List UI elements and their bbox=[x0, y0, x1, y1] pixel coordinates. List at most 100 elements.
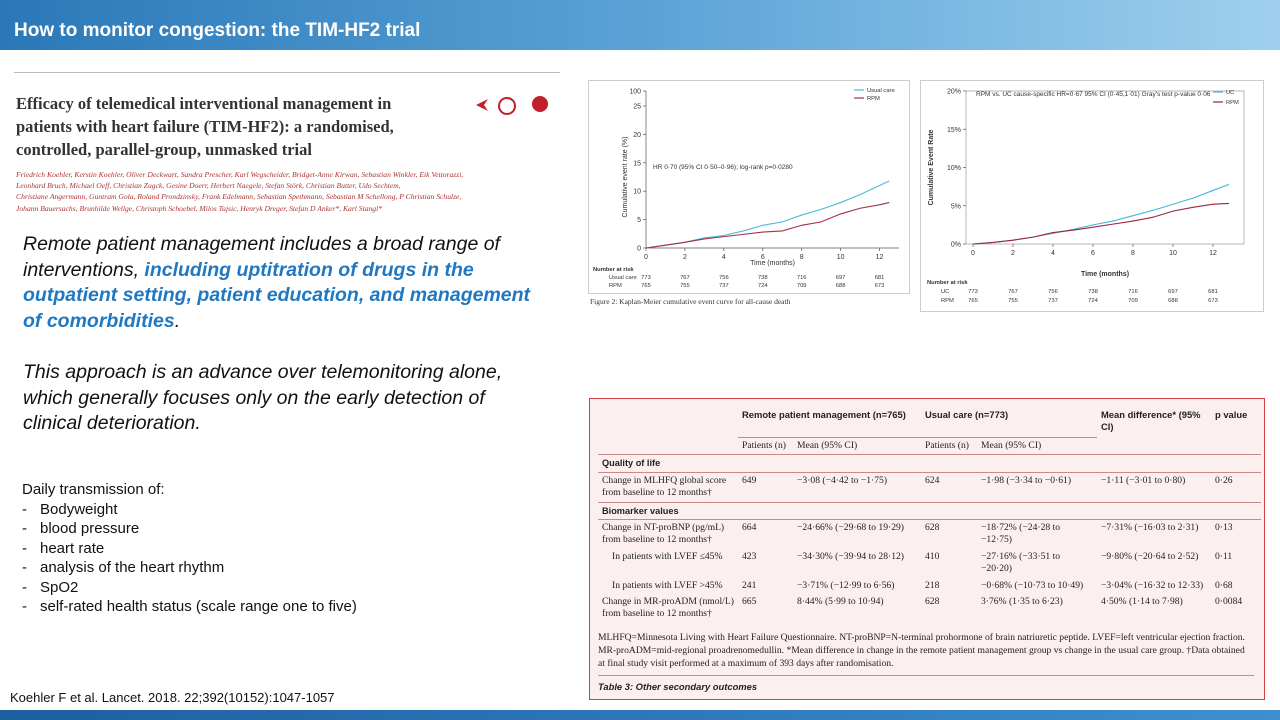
risk-value: 773 bbox=[968, 289, 978, 295]
cell: 0·68 bbox=[1215, 579, 1233, 591]
cell: 0·11 bbox=[1215, 550, 1233, 562]
row-label: Change in MLHFQ global score from baseli… bbox=[598, 471, 738, 503]
cell: 218 bbox=[925, 579, 940, 591]
cell: 423 bbox=[742, 550, 757, 562]
subheader: Patients (n) bbox=[738, 436, 793, 455]
legend-label: RPM bbox=[867, 96, 880, 102]
y-tick-label: 10 bbox=[633, 189, 641, 196]
results-table: Remote patient management (n=765) Usual c… bbox=[589, 398, 1265, 700]
risk-value: 673 bbox=[875, 283, 885, 289]
cell: −0·68% (−10·73 to 10·49) bbox=[981, 579, 1084, 591]
km-chart: 0% 5% 10% 15% 20% 0 2 4 6 8 10 12 Time (months) Cumul… bbox=[920, 80, 1264, 312]
logo-icon bbox=[498, 97, 516, 115]
risk-value: 709 bbox=[1128, 298, 1138, 304]
data-row: In patients with LVEF ≤45% 423 −34·30% (−3… bbox=[598, 549, 1261, 578]
table-footnote: MLHFQ=Minnesota Living with Heart Failur… bbox=[598, 632, 1245, 669]
list-title: Daily transmission of: bbox=[22, 481, 165, 498]
cell: −3·08 (−4·42 to −1·75) bbox=[793, 471, 921, 503]
highlight-text: including uptitration of drugs in the ou… bbox=[23, 258, 531, 332]
x-tick-label: 10 bbox=[1169, 250, 1177, 257]
cell: 4·50% (1·14 to 7·98) bbox=[1101, 596, 1183, 608]
risk-value: 767 bbox=[680, 275, 690, 281]
paragraph: This approach is an advance over telemon… bbox=[23, 361, 503, 434]
x-tick-label: 2 bbox=[683, 254, 687, 261]
x-tick-label: 4 bbox=[1051, 250, 1055, 257]
list-item: SpO2 bbox=[22, 578, 357, 598]
risk-value: 716 bbox=[797, 275, 807, 281]
x-tick-label: 4 bbox=[722, 254, 726, 261]
figure-caption: Figure 2: Kaplan-Meier cumulative event … bbox=[590, 297, 791, 306]
km-curve bbox=[972, 183, 1230, 245]
y-tick-label: 20% bbox=[947, 89, 961, 96]
x-tick-label: 6 bbox=[761, 254, 765, 261]
paper-title-line: patients with heart failure (TIM-HF2): a… bbox=[16, 117, 394, 136]
risk-value: 773 bbox=[641, 275, 651, 281]
list-item: Bodyweight bbox=[22, 500, 357, 520]
cell: −27·16% (−33·51 to −20·20) bbox=[981, 550, 1061, 575]
cell: 0·26 bbox=[1211, 471, 1261, 503]
subheader: Mean (95% CI) bbox=[977, 436, 1097, 455]
paper-header: Efficacy of telemedical interventional m… bbox=[14, 72, 560, 233]
x-tick-label: 2 bbox=[1011, 250, 1015, 257]
cell: −3·71% (−12·99 to 6·56) bbox=[797, 579, 895, 591]
annotation: RPM vs. UC cause-specific HR=0·67 95% CI… bbox=[976, 91, 1211, 98]
risk-value: 709 bbox=[797, 283, 807, 289]
y-tick-label: 25 bbox=[633, 104, 641, 111]
section-row: Quality of life bbox=[598, 454, 1261, 473]
author-line: Friedrich Koehler, Kerstin Koehler, Oliv… bbox=[16, 170, 464, 179]
data-row: In patients with LVEF >45% 241 −3·71% (−12… bbox=[598, 578, 1261, 594]
risk-title: Number at risk bbox=[927, 280, 968, 286]
risk-value: 765 bbox=[968, 298, 978, 304]
list: Bodyweightblood pressureheart rateanalys… bbox=[22, 500, 357, 617]
y-axis-label: Cumulative event rate (%) bbox=[622, 137, 629, 218]
x-tick-label: 6 bbox=[1091, 250, 1095, 257]
risk-value: 738 bbox=[758, 275, 768, 281]
divider bbox=[598, 675, 1254, 676]
risk-label: Usual care bbox=[609, 275, 637, 281]
risk-value: 724 bbox=[758, 283, 768, 289]
y-tick-label: 15% bbox=[947, 127, 961, 134]
citation: Koehler F et al. Lancet. 2018. 22;392(10… bbox=[10, 690, 335, 705]
data-row: Change in MR-proADM (nmol/L) from baseli… bbox=[598, 594, 1261, 623]
cell: −24·66% (−29·68 to 19·29) bbox=[793, 519, 921, 549]
list-item: heart rate bbox=[22, 539, 357, 559]
x-axis-label: Time (months) bbox=[750, 260, 795, 267]
risk-value: 673 bbox=[1208, 298, 1218, 304]
risk-label: RPM bbox=[609, 283, 622, 289]
row-label: In patients with LVEF >45% bbox=[612, 579, 723, 591]
logo-icon bbox=[476, 99, 488, 111]
km-curve bbox=[645, 202, 890, 249]
x-tick-label: 0 bbox=[644, 254, 648, 261]
risk-value: 755 bbox=[680, 283, 690, 289]
risk-value: 767 bbox=[1008, 289, 1018, 295]
row-label: Change in MR-proADM (nmol/L) from baseli… bbox=[602, 596, 734, 620]
risk-value: 681 bbox=[875, 275, 885, 281]
risk-label: RPM bbox=[941, 298, 954, 304]
paper-title-line: Efficacy of telemedical interventional m… bbox=[16, 94, 392, 113]
risk-value: 724 bbox=[1088, 298, 1098, 304]
row-label: Change in NT-proBNP (pg/mL) from baselin… bbox=[598, 519, 738, 549]
risk-value: 697 bbox=[1168, 289, 1178, 295]
km-chart: 0 5 10 15 20 25 100 0 2 4 6 8 10 12 Time (months) Cumul… bbox=[588, 80, 910, 294]
list-item: self-rated health status (scale range on… bbox=[22, 597, 357, 617]
cell: 410 bbox=[925, 550, 940, 562]
paper-authors: Friedrich Koehler, Kerstin Koehler, Oliv… bbox=[16, 169, 463, 214]
data-row: Change in MLHFQ global score from baseli… bbox=[598, 471, 1261, 503]
risk-value: 688 bbox=[836, 283, 846, 289]
cell: −7·31% (−16·03 to 2·31) bbox=[1097, 519, 1211, 549]
cell: −1·98 (−3·34 to −0·61) bbox=[977, 471, 1097, 503]
journal-logos bbox=[476, 96, 548, 115]
km-curve bbox=[645, 180, 890, 249]
cell: 665 bbox=[742, 596, 757, 608]
paper-title: Efficacy of telemedical interventional m… bbox=[16, 92, 394, 161]
risk-value: 697 bbox=[836, 275, 846, 281]
legend-label: UC bbox=[1226, 90, 1234, 96]
y-axis-label: Cumulative Event Rate bbox=[928, 129, 935, 205]
cell bbox=[1211, 438, 1261, 455]
risk-label: UC bbox=[941, 289, 949, 295]
y-tick-label: 15 bbox=[633, 160, 641, 167]
risk-title: Number at risk bbox=[593, 267, 634, 273]
paragraph: Remote patient management includes a bro… bbox=[23, 232, 533, 334]
table-caption: Table 3: Other secondary outcomes bbox=[598, 681, 758, 692]
